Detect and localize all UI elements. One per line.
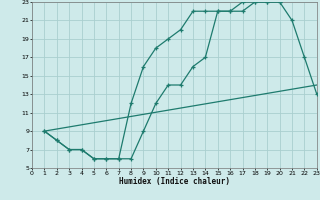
- X-axis label: Humidex (Indice chaleur): Humidex (Indice chaleur): [119, 177, 230, 186]
